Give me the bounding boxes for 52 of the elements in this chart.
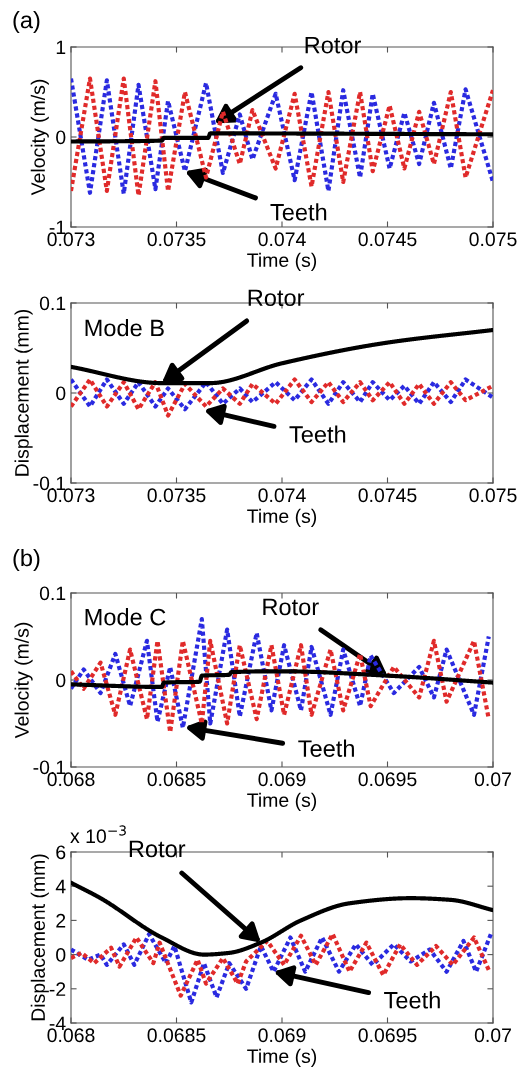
y-tick-label: 1	[56, 40, 66, 55]
annotation: Teeth	[289, 425, 346, 443]
y-axis-title: Velocity (m/s)	[14, 622, 33, 739]
x-tick-label: 0.0735	[147, 232, 206, 247]
annotation: Rotor	[263, 598, 319, 616]
annotation: Rotor	[305, 36, 362, 54]
x-tick-label: 0.068	[47, 1028, 95, 1043]
x-tick-label: 0.073	[47, 232, 95, 247]
annotation: Rotor	[248, 289, 305, 307]
annotation: Teeth	[270, 203, 327, 221]
annotation: Teeth	[298, 739, 354, 757]
y-tick-label: 0	[56, 386, 66, 401]
x-tick-label: 0.0695	[358, 1028, 417, 1043]
annotation: Rotor	[129, 840, 186, 858]
x-axis-title: Time (s)	[247, 508, 317, 527]
y-tick-label: 0	[56, 673, 66, 688]
text: (a)	[13, 11, 40, 33]
y-tick-label: 2	[56, 913, 66, 928]
x-tick-label: 0.0685	[147, 1028, 206, 1043]
y-axis-title: Velocity (m/s)	[30, 79, 49, 196]
y-tick-label: 0	[56, 130, 66, 145]
x-tick-label: 0.074	[258, 232, 306, 247]
y-tick-label: 6	[56, 845, 66, 860]
x-tick-label: 0.0745	[358, 232, 417, 247]
x-axis-title: Time (s)	[247, 792, 317, 811]
x-tick-label: 0.069	[258, 772, 306, 787]
x-tick-label: 0.075	[469, 232, 517, 247]
text: x 10$^{−3}$	[70, 825, 126, 844]
y-tick-label: -4	[49, 1016, 66, 1031]
x-tick-label: 0.075	[469, 488, 517, 503]
x-tick-label: 0.0745	[358, 488, 417, 503]
y-tick-label: -2	[49, 982, 66, 996]
y-tick-label: 0.1	[39, 296, 66, 311]
y-axis-title: Displacement (mm)	[14, 309, 33, 476]
text: (b)	[13, 548, 40, 571]
y-tick-label: 4	[55, 879, 66, 894]
x-tick-label: 0.0695	[358, 772, 417, 787]
annotation: Mode B	[85, 318, 164, 337]
y-tick-label: 0.1	[39, 586, 66, 601]
x-tick-label: 0.0735	[147, 488, 206, 503]
annotation: Mode C	[85, 608, 166, 626]
x-axis-title: Time (s)	[247, 252, 317, 271]
x-axis-title: Time (s)	[247, 1048, 317, 1067]
x-tick-label: 0.07	[474, 772, 511, 787]
x-tick-label: 0.074	[258, 488, 306, 503]
y-tick-label: -1	[49, 220, 66, 235]
y-tick-label: 0	[56, 948, 66, 962]
annotation: Teeth	[384, 991, 440, 1009]
y-axis-title: Displacement (mm)	[30, 854, 49, 1021]
x-tick-label: 0.0685	[147, 772, 206, 787]
x-tick-label: 0.07	[474, 1028, 511, 1043]
x-tick-label: 0.069	[258, 1028, 306, 1043]
